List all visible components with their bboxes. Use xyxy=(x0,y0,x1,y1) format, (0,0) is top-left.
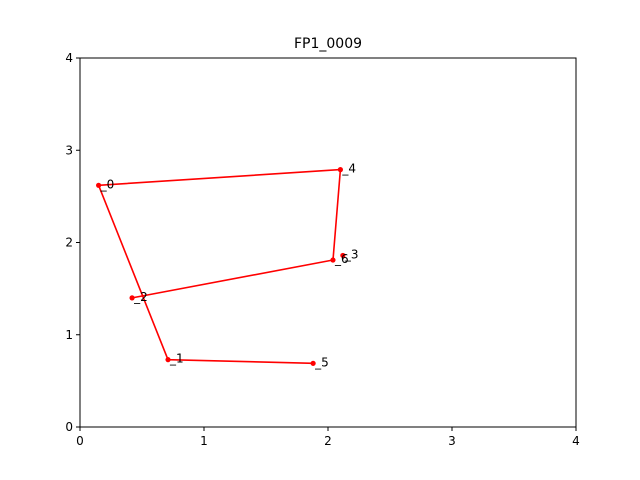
point-label-3: _3 xyxy=(344,247,359,261)
x-tick-label-0: 0 xyxy=(76,434,84,448)
x-tick-label-3: 3 xyxy=(448,434,456,448)
data-point-4 xyxy=(337,167,343,173)
point-label-0: _0 xyxy=(100,177,115,191)
x-tick-label-1: 1 xyxy=(200,434,208,448)
data-point-3 xyxy=(340,252,346,259)
data-point-2 xyxy=(129,295,135,301)
chart-title: FP1_0009 xyxy=(294,36,362,52)
data-point-6 xyxy=(330,257,336,263)
y-tick-label-1: 1 xyxy=(65,328,73,342)
x-tick-label-2: 2 xyxy=(324,434,332,448)
series-line-0 xyxy=(97,168,342,365)
x-tick-label-4: 4 xyxy=(572,434,580,448)
x-axis: 0 1 2 3 4 xyxy=(76,427,580,448)
data-point-0 xyxy=(96,182,102,188)
point-label-4: _4 xyxy=(341,162,356,176)
data-point-1 xyxy=(165,357,171,363)
point-label-2: _2 xyxy=(133,290,148,304)
point-label-5: _5 xyxy=(314,355,329,369)
point-label-6: _6 xyxy=(334,252,349,266)
y-tick-label-3: 3 xyxy=(65,143,73,157)
plot-area: _0 _1 _2 _3 _4 _5 _6 xyxy=(96,162,359,369)
data-point-5 xyxy=(310,360,316,366)
point-label-1: _1 xyxy=(169,352,184,366)
y-tick-label-0: 0 xyxy=(65,420,73,434)
y-axis: 0 1 2 3 4 xyxy=(65,51,80,434)
y-tick-label-2: 2 xyxy=(65,236,73,250)
y-tick-label-4: 4 xyxy=(65,51,73,65)
